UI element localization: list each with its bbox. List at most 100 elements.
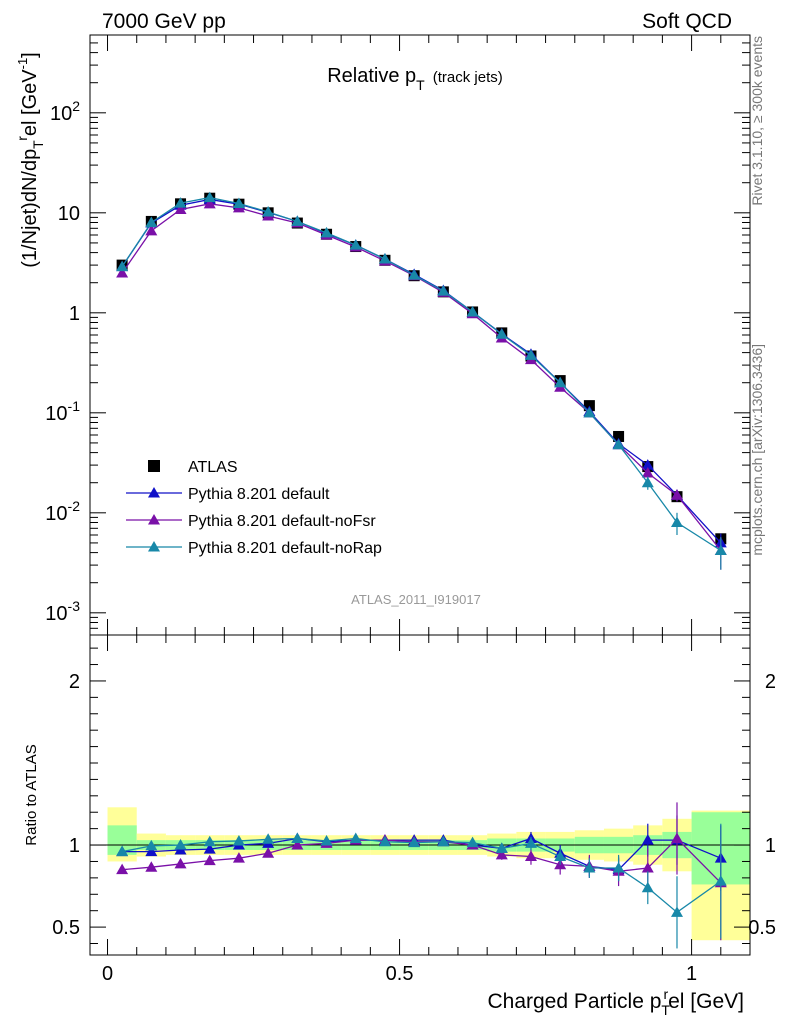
data-point <box>670 489 683 500</box>
ratio-point <box>349 832 362 843</box>
ratio-point <box>641 881 654 893</box>
ratio-point <box>641 834 654 845</box>
main-y-tick-label: 10-2 <box>45 498 80 525</box>
data-point <box>116 267 129 278</box>
ratio-y-tick-label-right: 2 <box>765 671 776 693</box>
main-panel: 10-3 10-2 10-1 1 10 102 Relative pT (track jet… <box>14 34 751 636</box>
data-point <box>349 239 362 250</box>
ratio-point <box>232 834 245 846</box>
data-point <box>670 516 683 528</box>
ratio-y-tick-label: 0.5 <box>52 917 80 939</box>
ratio-point <box>495 848 508 860</box>
x-tick-label: 0.5 <box>386 963 414 985</box>
ratio-point <box>378 835 391 847</box>
series-3 <box>116 191 727 570</box>
legend-label: ATLAS <box>188 459 238 476</box>
ratio-y-tick-label-right: 1 <box>765 835 776 857</box>
data-point <box>378 253 391 264</box>
ratio-series-2 <box>116 823 727 949</box>
ratio-y-tick-label: 2 <box>69 671 80 693</box>
data-point <box>174 203 187 214</box>
data-point <box>495 328 508 339</box>
data-point <box>174 197 187 208</box>
ratio-frame <box>89 634 751 956</box>
data-point <box>408 269 421 280</box>
ratio-point <box>641 862 654 873</box>
header-right-label: Soft QCD <box>642 10 732 33</box>
ratio-ticks <box>90 635 751 955</box>
data-point <box>641 459 654 470</box>
ratio-point <box>437 835 450 847</box>
ratio-y-tick-labels: 0.5 0.5 1 1 2 2 <box>52 671 776 939</box>
data-point <box>232 197 245 208</box>
legend-marker <box>148 541 160 552</box>
ratio-point <box>262 847 275 858</box>
ratio-point <box>670 906 683 917</box>
ratio-point <box>291 832 304 843</box>
data-point <box>203 197 216 209</box>
rivet-version-label: Rivet 3.1.10, ≥ 300k events <box>749 36 765 206</box>
x-tick-labels: 0 0.5 1 <box>102 963 697 985</box>
main-series-layer <box>116 191 727 570</box>
x-axis-label: Charged Particle pTrel [GeV] <box>487 986 744 1018</box>
ratio-point <box>408 836 421 848</box>
analysis-watermark: ATLAS_2011_I919017 <box>351 592 481 607</box>
mcplots-source-label: mcplots.cern.ch [arXiv:1306.3436] <box>749 344 765 556</box>
x-tick-label: 0 <box>102 963 113 985</box>
ratio-point <box>145 861 158 872</box>
ratio-point <box>116 845 129 857</box>
ratio-point <box>554 850 567 862</box>
ratio-point <box>714 875 727 886</box>
main-y-tick-label: 10-3 <box>45 598 80 625</box>
ratio-point <box>466 836 479 848</box>
ratio-y-tick-label: 1 <box>69 835 80 857</box>
data-point <box>612 438 625 450</box>
legend-label: Pythia 8.201 default-noRap <box>188 540 382 557</box>
ratio-point <box>145 845 158 857</box>
ratio-point <box>203 854 216 866</box>
data-point <box>641 476 654 488</box>
data-point <box>641 467 654 478</box>
ratio-point <box>232 852 245 863</box>
ratio-panel: 0.5 0.5 1 1 2 2 0 0.5 1 Ratio to ATLAS Charged … <box>23 634 776 1018</box>
ratio-point <box>174 857 187 869</box>
legend-marker <box>148 487 160 498</box>
ratio-band-layer <box>90 807 750 941</box>
main-y-tick-label: 102 <box>50 98 80 125</box>
data-point <box>291 215 304 226</box>
ratio-y-axis-label: Ratio to ATLAS <box>23 744 40 845</box>
data-point-atlas <box>613 430 625 442</box>
legend-label: Pythia 8.201 default <box>188 486 330 503</box>
ratio-point <box>524 837 537 848</box>
ratio-point <box>116 863 129 875</box>
ratio-point <box>291 839 304 850</box>
ratio-point <box>612 862 625 873</box>
data-point <box>116 260 129 272</box>
data-point <box>145 224 158 236</box>
ratio-series-1 <box>116 802 727 941</box>
data-point <box>437 285 450 296</box>
ratio-point <box>670 832 683 843</box>
data-point <box>320 226 333 238</box>
legend-marker-atlas <box>148 460 160 472</box>
ratio-point <box>203 835 216 847</box>
ratio-series-layer <box>116 802 727 949</box>
legend-label: Pythia 8.201 default-noFsr <box>188 513 376 530</box>
chart-title: Relative pT (track jets) <box>327 65 503 93</box>
data-point <box>583 406 596 418</box>
data-point <box>524 349 537 360</box>
ratio-point <box>145 839 158 851</box>
ratio-y-tick-label-right: 0.5 <box>748 917 776 939</box>
data-point <box>554 376 567 388</box>
main-y-tick-label: 10 <box>58 203 80 225</box>
ratio-point <box>583 862 596 873</box>
data-point <box>714 544 727 555</box>
ratio-point <box>320 834 333 846</box>
ratio-point <box>174 839 187 850</box>
data-point <box>262 205 275 217</box>
ratio-point <box>203 843 216 854</box>
ratio-point <box>262 833 275 844</box>
legend: ATLAS Pythia 8.201 default Pythia 8.201 de… <box>126 459 382 557</box>
main-y-tick-label: 10-1 <box>45 398 80 425</box>
